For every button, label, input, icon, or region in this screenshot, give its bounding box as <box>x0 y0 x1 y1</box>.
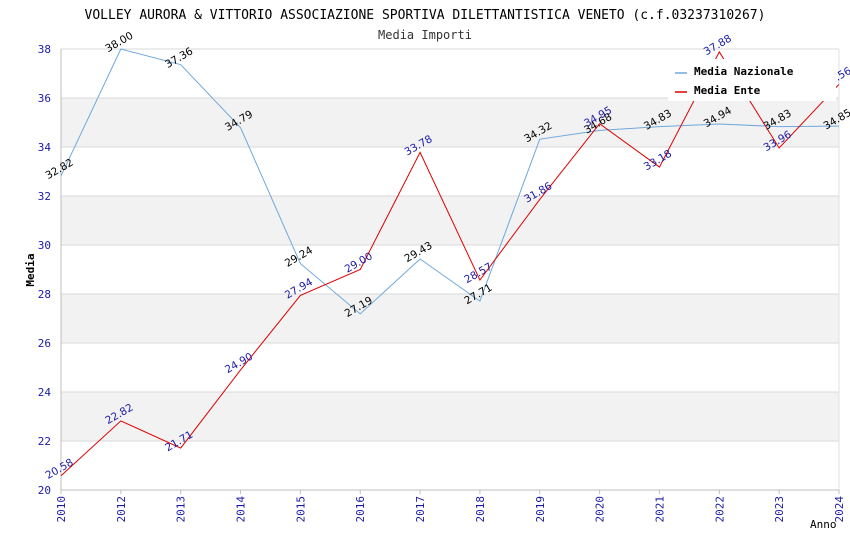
grid-band <box>61 294 839 343</box>
grid-band <box>61 196 839 245</box>
grid-band <box>61 98 839 147</box>
grid-band <box>61 392 839 441</box>
data-label-media-nazionale: 32.82 <box>43 157 75 182</box>
data-label-media-ente: 29.00 <box>343 250 375 275</box>
y-axis-ticks: 20 22 24 26 28 30 32 34 36 38 <box>38 43 52 497</box>
legend-item-label: Media Ente <box>694 84 761 97</box>
x-tick-label: 2023 <box>773 496 786 523</box>
legend-box <box>668 59 836 101</box>
x-tick-label: 2021 <box>653 496 666 523</box>
y-tick-label: 26 <box>38 337 51 350</box>
x-axis-ticks: 2010 2012 2013 2014 2015 2016 2017 2018 2019 2020… <box>55 490 846 523</box>
y-tick-label: 36 <box>38 92 51 105</box>
chart-subtitle: Media Importi <box>378 28 472 42</box>
x-axis-title: Anno <box>810 518 837 531</box>
x-tick-label: 2019 <box>534 496 547 523</box>
y-tick-label: 28 <box>38 288 51 301</box>
x-tick-label: 2014 <box>235 496 248 523</box>
x-tick-label: 2016 <box>354 496 367 523</box>
data-label-media-ente: 20.58 <box>43 456 75 481</box>
grid-lines <box>61 48 839 491</box>
x-tick-label: 2012 <box>115 496 128 523</box>
line-media-nazionale <box>60 48 840 315</box>
legend-item-label: Media Nazionale <box>694 65 794 78</box>
x-tick-label: 2015 <box>294 496 307 523</box>
y-tick-label: 24 <box>38 386 52 399</box>
data-label-media-ente: 33.18 <box>642 148 674 173</box>
y-axis-title: Media <box>24 253 37 286</box>
x-tick-label: 2022 <box>713 496 726 523</box>
x-tick-label: 2010 <box>55 496 68 523</box>
y-tick-label: 20 <box>38 484 51 497</box>
x-tick-label: 2017 <box>414 496 427 523</box>
x-tick-label: 2018 <box>474 496 487 523</box>
data-label-media-nazionale: 29.24 <box>283 244 315 270</box>
data-label-media-ente: 28.57 <box>462 261 494 286</box>
y-tick-label: 38 <box>38 43 51 56</box>
y-tick-label: 32 <box>38 190 51 203</box>
axes <box>60 49 840 491</box>
x-tick-label: 2013 <box>175 496 188 523</box>
y-tick-label: 30 <box>38 239 51 252</box>
chart-title: VOLLEY AURORA & VITTORIO ASSOCIAZIONE SP… <box>85 8 766 23</box>
x-tick-label: 2024 <box>833 496 846 523</box>
legend: Media Nazionale Media Ente <box>668 59 836 101</box>
x-tick-label: 2020 <box>594 496 607 523</box>
background-bands <box>61 98 839 441</box>
y-tick-label: 22 <box>38 435 51 448</box>
y-tick-label: 34 <box>38 141 52 154</box>
